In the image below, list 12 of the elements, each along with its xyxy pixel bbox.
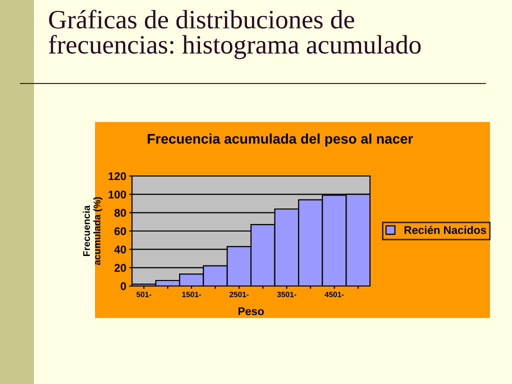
x-axis-title: Peso <box>238 307 264 316</box>
y-tick-label: 80 <box>114 208 126 217</box>
y-axis-title: Frecuencia acumulada (%) <box>82 197 102 266</box>
y-tick-label: 100 <box>108 190 126 198</box>
y-tick-label: 120 <box>108 172 126 180</box>
chart-subtitle: Frecuencia acumulada del peso al nacer <box>148 134 413 146</box>
chart-title: Gráficas de distribuciones de frecuencias: histograma acumulado <box>48 10 421 60</box>
y-tick-label: 0 <box>120 282 126 290</box>
y-tick-label: 20 <box>114 264 126 272</box>
legend-label: Recién Nacidos <box>404 226 486 234</box>
y-tick-label: 40 <box>114 246 126 254</box>
y-tick-label: 60 <box>114 227 126 236</box>
